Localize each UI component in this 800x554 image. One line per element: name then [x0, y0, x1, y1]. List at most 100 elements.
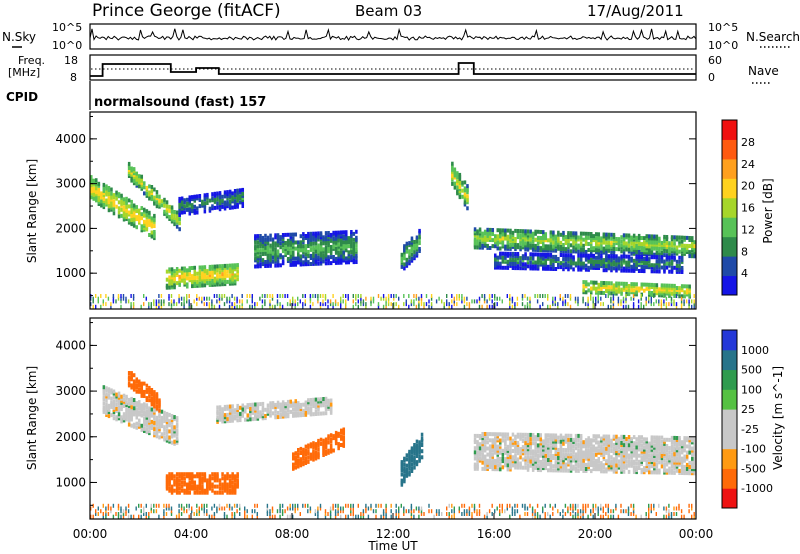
echo-cell — [97, 202, 101, 206]
echo-cell — [228, 488, 232, 493]
speckle-cell — [357, 294, 359, 298]
echo-cell — [168, 267, 171, 272]
echo-cell — [342, 250, 346, 255]
echo-cell — [413, 250, 416, 255]
echo-cell — [640, 286, 644, 291]
echo-cell — [279, 253, 282, 258]
echo-cell — [481, 460, 484, 465]
echo-cell — [564, 437, 568, 442]
speckle-cell — [218, 296, 221, 301]
echo-cell — [453, 181, 457, 186]
echo-cell — [236, 480, 239, 485]
noise-left-tick-top: 10^5 — [52, 21, 82, 34]
speckle-cell — [428, 304, 430, 309]
echo-cell — [536, 229, 540, 234]
echo-cell — [309, 444, 313, 449]
echo-cell — [256, 250, 260, 255]
echo-cell — [236, 192, 239, 197]
speckle-cell — [208, 304, 211, 309]
echo-cell — [526, 465, 530, 470]
echo-cell — [117, 206, 121, 211]
echo-cell — [410, 238, 414, 243]
echo-cell — [673, 460, 676, 465]
echo-cell — [153, 427, 156, 432]
speckle-cell — [688, 304, 690, 309]
echo-cell — [544, 437, 548, 442]
speckle-cell — [211, 304, 213, 309]
echo-cell — [302, 232, 305, 237]
echo-cell — [582, 231, 585, 236]
echo-cell — [648, 449, 651, 454]
echo-cell — [683, 442, 686, 447]
echo-cell — [120, 394, 123, 399]
echo-cell — [294, 461, 298, 466]
echo-cell — [183, 272, 186, 277]
echo-cell — [499, 438, 502, 443]
echo-cell — [140, 391, 144, 396]
echo-cell — [478, 241, 482, 246]
speckle-cell — [279, 302, 281, 307]
echo-cell — [610, 254, 613, 259]
echo-cell — [574, 452, 578, 457]
echo-cell — [178, 478, 181, 483]
echo-cell — [175, 428, 179, 433]
speckle-cell — [675, 302, 678, 307]
echo-cell — [158, 198, 161, 203]
echo-cell — [342, 441, 346, 446]
echo-cell — [632, 459, 636, 464]
echo-cell — [486, 446, 489, 451]
speckle-cell — [430, 304, 433, 309]
echo-cell — [693, 461, 697, 465]
echo-cell — [241, 202, 245, 206]
speckle-cell — [97, 296, 99, 301]
echo-cell — [488, 458, 492, 463]
echo-cell — [198, 478, 202, 483]
echo-cell — [304, 459, 308, 463]
echo-cell — [292, 250, 295, 255]
echo-cell — [582, 442, 585, 447]
speckle-cell — [458, 294, 460, 298]
echo-cell — [408, 454, 411, 458]
speckle-cell — [322, 299, 324, 304]
speckle-cell — [319, 304, 322, 309]
echo-cell — [259, 234, 262, 238]
echo-cell — [299, 451, 303, 455]
speckle-cell — [158, 299, 160, 304]
speckle-cell — [600, 296, 602, 301]
speckle-cell — [683, 302, 685, 307]
echo-cell — [597, 282, 601, 287]
speckle-cell — [186, 296, 188, 301]
speckle-cell — [193, 299, 195, 304]
echo-cell — [274, 247, 277, 252]
echo-cell — [691, 236, 694, 241]
echo-cell — [158, 412, 161, 417]
echo-cell — [665, 283, 669, 288]
echo-cell — [233, 273, 237, 278]
echo-cell — [284, 251, 287, 255]
echo-cell — [620, 447, 623, 452]
echo-cell — [590, 286, 593, 291]
echo-cell — [173, 439, 176, 444]
speckle-cell — [213, 294, 216, 298]
echo-cell — [511, 438, 515, 443]
echo-cell — [587, 248, 590, 252]
echo-cell — [625, 445, 628, 450]
echo-cell — [691, 436, 694, 441]
speckle-cell — [372, 299, 375, 304]
echo-cell — [670, 247, 674, 252]
echo-cell — [610, 438, 613, 443]
echo-cell — [198, 281, 202, 286]
echo-cell — [168, 419, 171, 424]
echo-cell — [150, 189, 154, 193]
echo-cell — [627, 233, 631, 238]
echo-cell — [552, 262, 555, 267]
echo-region — [178, 187, 245, 217]
echo-cell — [673, 450, 676, 455]
echo-cell — [145, 430, 149, 435]
echo-cell — [569, 265, 573, 270]
echo-cell — [584, 290, 588, 295]
speckle-cell — [683, 299, 685, 304]
echo-cell — [403, 458, 406, 463]
echo-cell — [612, 442, 616, 447]
